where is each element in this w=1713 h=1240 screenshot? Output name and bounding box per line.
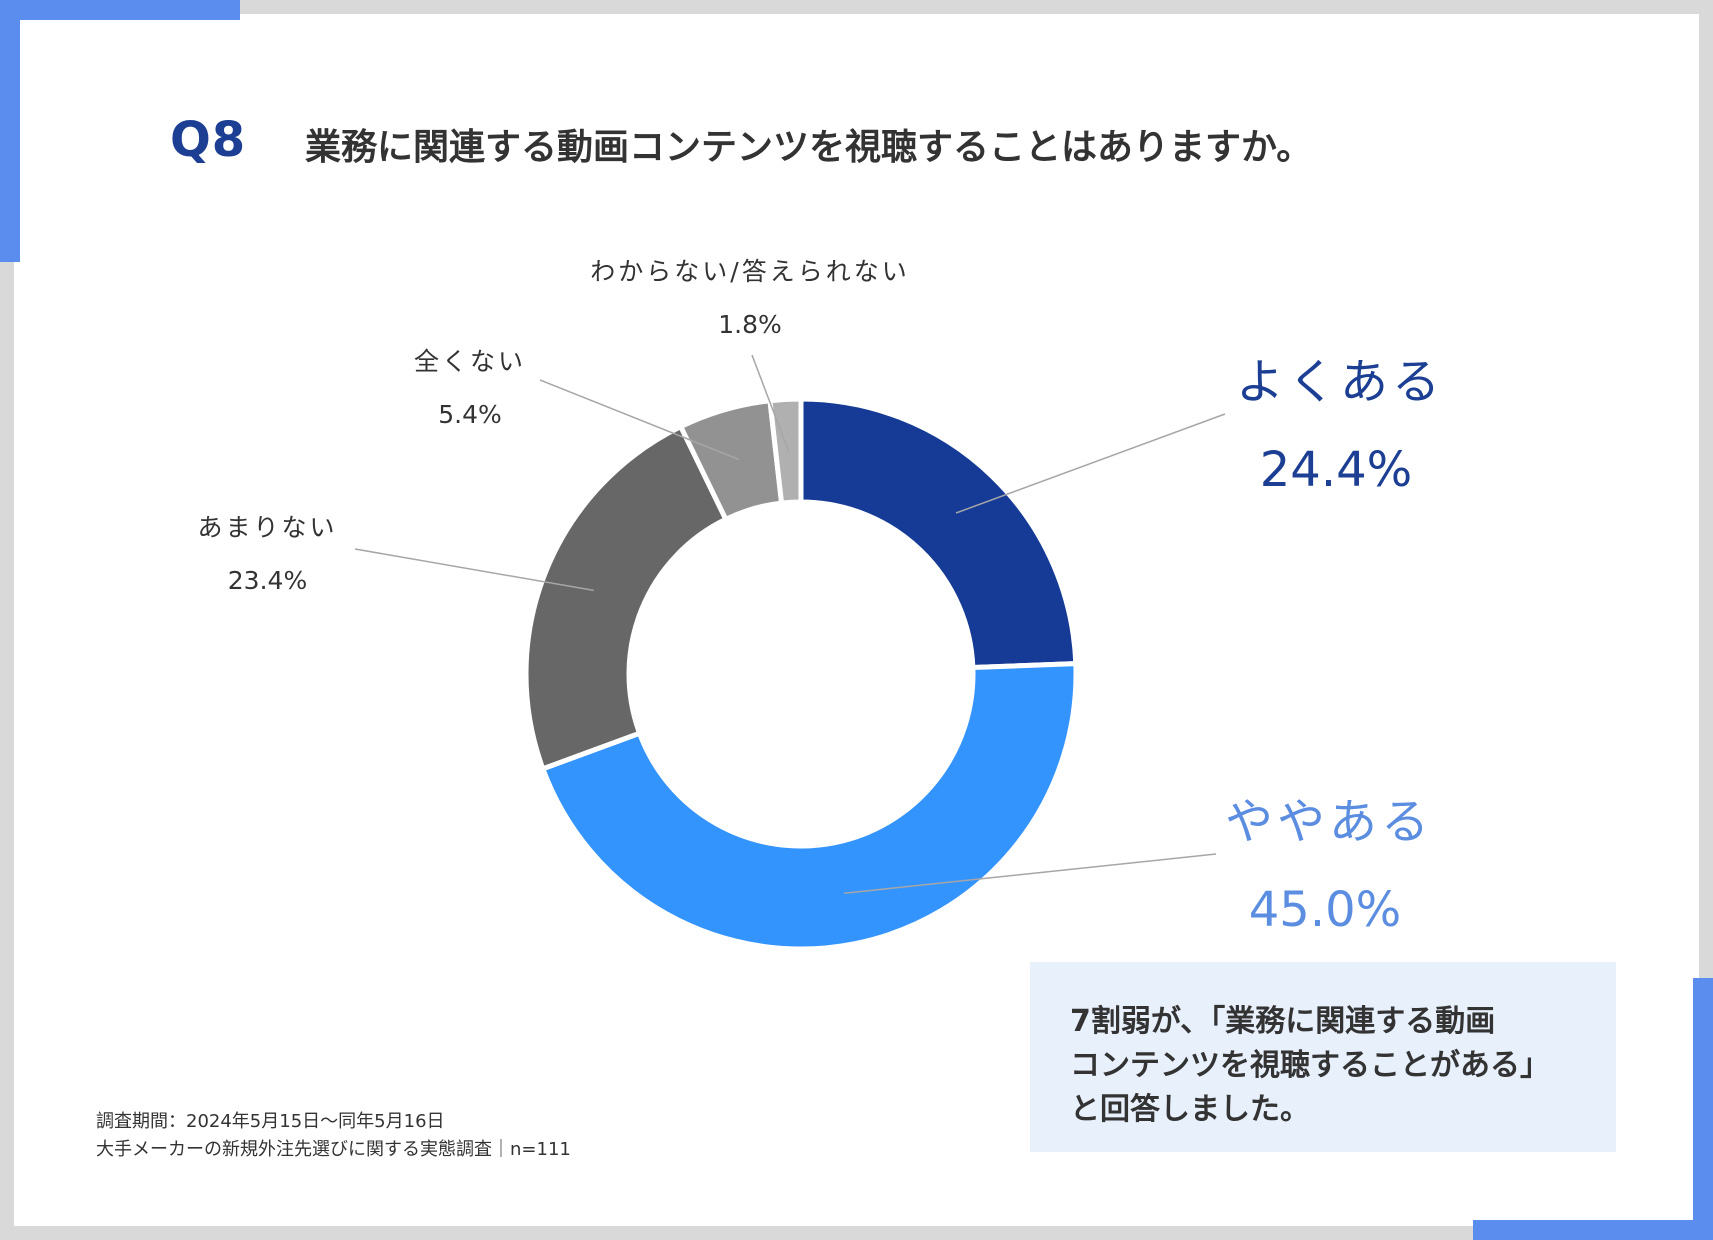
slice-value: 5.4%	[438, 400, 502, 429]
slice-value: 45.0%	[1248, 882, 1402, 938]
leader-line	[539, 379, 739, 461]
slice-label: ややある	[1225, 794, 1434, 850]
footnote-survey: 大手メーカーの新規外注先選びに関する実態調査｜n=111	[96, 1139, 571, 1160]
slice-label: 全くない	[413, 347, 526, 376]
donut-slice	[523, 423, 730, 772]
footnote: 調査期間：2024年5月15日〜同年5月16日 大手メーカーの新規外注先選びに関…	[96, 1108, 571, 1164]
question-number: Q8	[170, 112, 247, 168]
summary-box: 7割弱が、「業務に関連する動画 コンテンツを視聴することがある」 と回答しました…	[1030, 962, 1616, 1152]
leader-line	[844, 853, 1217, 895]
corner-accent-top-left-vertical	[0, 0, 20, 262]
leader-line	[354, 548, 594, 592]
corner-accent-bottom-right-vertical	[1693, 978, 1713, 1240]
label-mattakunai: 全くない 5.4%	[395, 342, 545, 429]
slice-label: よくある	[1236, 354, 1445, 410]
slice-value: 23.4%	[227, 566, 308, 595]
donut-slice	[539, 661, 1079, 952]
footnote-period: 調査期間：2024年5月15日〜同年5月16日	[96, 1111, 445, 1132]
leader-line	[751, 354, 790, 452]
leader-line	[955, 413, 1226, 514]
corner-accent-top-left-horizontal	[0, 0, 240, 20]
label-yokuaru: よくある 24.4%	[1236, 342, 1445, 498]
corner-accent-bottom-right-horizontal	[1473, 1220, 1713, 1240]
slice-value: 1.8%	[718, 310, 782, 339]
slice-label: わからない/答えられない	[590, 257, 910, 286]
donut-slice	[767, 396, 804, 506]
question-title: 業務に関連する動画コンテンツを視聴することはありますか。	[305, 127, 1313, 168]
summary-text: 7割弱が、「業務に関連する動画 コンテンツを視聴することがある」 と回答しました…	[1070, 1004, 1550, 1127]
donut-slice	[798, 396, 1079, 671]
label-wakaranai: わからない/答えられない 1.8%	[570, 252, 930, 339]
label-amarinai: あまりない 23.4%	[180, 508, 355, 595]
label-yayaaru: ややある 45.0%	[1225, 782, 1434, 938]
slice-value: 24.4%	[1259, 442, 1413, 498]
slice-label: あまりない	[197, 513, 338, 542]
